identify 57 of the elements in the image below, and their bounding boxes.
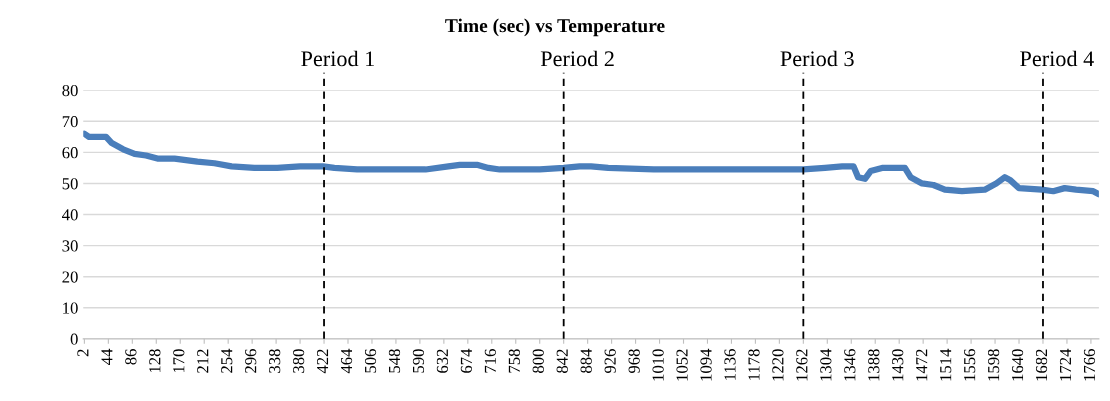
x-tick-label: 800 bbox=[532, 349, 544, 373]
x-tick-label: 1094 bbox=[700, 348, 712, 381]
x-tick-label: 1430 bbox=[892, 349, 904, 381]
y-tick-label: 40 bbox=[62, 209, 78, 221]
x-tick-label: 128 bbox=[149, 349, 161, 373]
x-tick-label: 212 bbox=[197, 349, 209, 373]
x-tick-label: 1262 bbox=[796, 349, 808, 381]
ref-line-label: Period 4 bbox=[1020, 50, 1094, 67]
x-tick-label: 86 bbox=[125, 349, 137, 365]
ref-line-label: Period 1 bbox=[301, 50, 374, 67]
y-tick-label: 80 bbox=[62, 84, 78, 97]
x-tick-label: 1052 bbox=[676, 349, 688, 381]
x-tick-label: 884 bbox=[580, 348, 592, 373]
x-tick-label: 1304 bbox=[820, 348, 832, 381]
x-tick-label: 254 bbox=[221, 348, 233, 373]
x-tick-label: 296 bbox=[245, 349, 257, 373]
x-tick-label: 1766 bbox=[1083, 349, 1096, 381]
x-tick-label: 2 bbox=[77, 349, 89, 357]
x-tick-label: 1220 bbox=[772, 349, 784, 381]
x-tick-label: 422 bbox=[317, 349, 329, 374]
x-tick-label: 1640 bbox=[1011, 349, 1024, 381]
y-tick-label: 10 bbox=[63, 302, 78, 314]
chart-title: Time (sec) vs Temperature bbox=[445, 18, 665, 37]
x-tick-label: 968 bbox=[628, 349, 640, 374]
y-tick-label: 50 bbox=[62, 178, 78, 190]
x-tick-label: 338 bbox=[269, 349, 281, 373]
x-tick-label: 1556 bbox=[964, 349, 976, 381]
x-tick-label: 170 bbox=[173, 349, 185, 373]
x-tick-label: 1388 bbox=[868, 349, 880, 381]
x-tick-label: 44 bbox=[101, 348, 113, 365]
x-tick-label: 926 bbox=[604, 349, 616, 374]
x-tick-label: 380 bbox=[293, 349, 305, 373]
x-tick-label: 464 bbox=[340, 348, 353, 374]
x-tick-label: 1178 bbox=[748, 349, 760, 380]
y-tick-label: 0 bbox=[70, 333, 78, 345]
x-tick-label: 674 bbox=[460, 348, 472, 373]
ref-line-label: Period 2 bbox=[540, 50, 614, 67]
x-tick-label: 1010 bbox=[652, 349, 664, 381]
x-tick-label: 758 bbox=[508, 349, 520, 373]
y-tick-label: 20 bbox=[62, 271, 78, 283]
y-tick-label: 70 bbox=[62, 116, 78, 128]
ref-line-label: Period 3 bbox=[780, 50, 854, 67]
y-tick-label: 60 bbox=[62, 147, 78, 159]
x-tick-label: 842 bbox=[556, 349, 568, 373]
x-tick-label: 632 bbox=[436, 349, 449, 373]
x-tick-label: 1724 bbox=[1059, 348, 1071, 381]
y-tick-label: 30 bbox=[62, 240, 78, 252]
x-tick-label: 1682 bbox=[1035, 349, 1048, 381]
x-tick-label: 1136 bbox=[724, 349, 736, 380]
x-tick-label: 548 bbox=[388, 349, 401, 373]
x-tick-label: 506 bbox=[364, 349, 377, 373]
x-tick-label: 716 bbox=[484, 349, 496, 373]
x-tick-label: 1514 bbox=[940, 348, 952, 381]
x-tick-label: 1472 bbox=[916, 349, 928, 381]
x-tick-label: 590 bbox=[412, 349, 425, 373]
x-tick-label: 1598 bbox=[987, 349, 1000, 381]
x-tick-label: 1346 bbox=[844, 349, 856, 381]
